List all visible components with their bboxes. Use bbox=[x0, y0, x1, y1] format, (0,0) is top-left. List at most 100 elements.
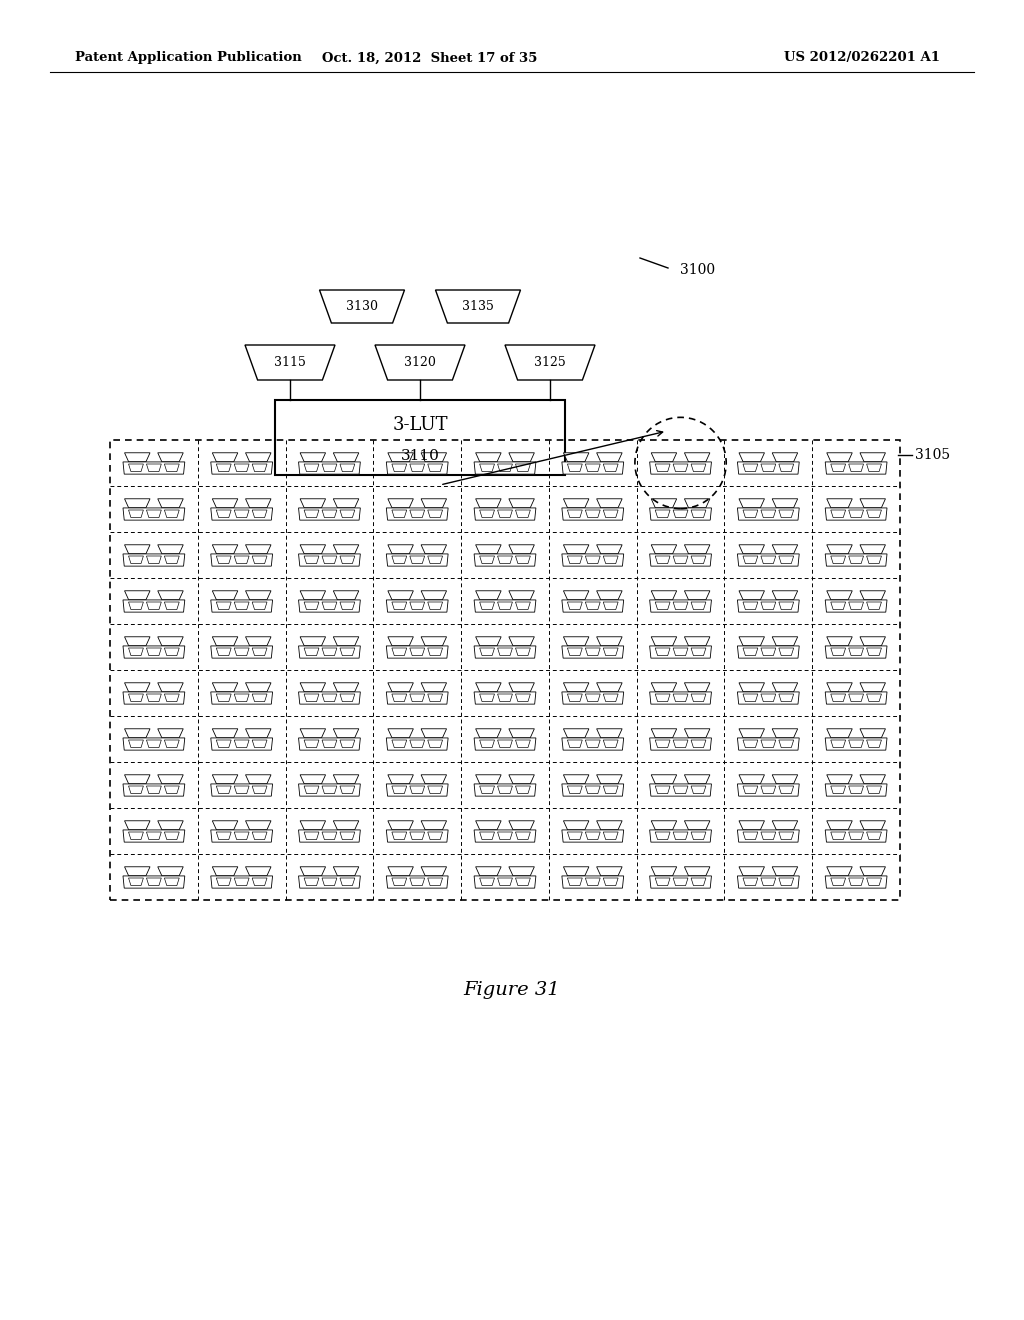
Polygon shape bbox=[603, 510, 618, 517]
Polygon shape bbox=[684, 545, 710, 554]
Polygon shape bbox=[567, 785, 583, 793]
Polygon shape bbox=[304, 785, 318, 793]
Polygon shape bbox=[299, 645, 360, 659]
Polygon shape bbox=[129, 878, 143, 886]
Polygon shape bbox=[826, 682, 852, 692]
Polygon shape bbox=[684, 821, 710, 830]
Polygon shape bbox=[691, 510, 706, 517]
Polygon shape bbox=[246, 729, 271, 738]
Polygon shape bbox=[515, 741, 530, 747]
Polygon shape bbox=[388, 636, 414, 645]
Polygon shape bbox=[498, 556, 512, 564]
Polygon shape bbox=[234, 556, 249, 564]
Polygon shape bbox=[386, 876, 449, 888]
Polygon shape bbox=[388, 499, 414, 508]
Polygon shape bbox=[743, 832, 758, 840]
Polygon shape bbox=[597, 682, 623, 692]
Polygon shape bbox=[649, 784, 712, 796]
Polygon shape bbox=[562, 554, 624, 566]
Polygon shape bbox=[125, 775, 151, 784]
Polygon shape bbox=[474, 508, 536, 520]
Polygon shape bbox=[655, 785, 670, 793]
Polygon shape bbox=[563, 545, 589, 554]
Polygon shape bbox=[428, 832, 442, 840]
Polygon shape bbox=[830, 694, 846, 701]
Polygon shape bbox=[146, 510, 162, 517]
Polygon shape bbox=[563, 729, 589, 738]
Polygon shape bbox=[673, 694, 688, 701]
Polygon shape bbox=[304, 510, 318, 517]
Polygon shape bbox=[849, 741, 863, 747]
Polygon shape bbox=[649, 876, 712, 888]
Polygon shape bbox=[252, 556, 267, 564]
Polygon shape bbox=[772, 729, 798, 738]
Polygon shape bbox=[691, 648, 706, 656]
Text: 3115: 3115 bbox=[274, 356, 306, 370]
Polygon shape bbox=[246, 453, 271, 462]
Polygon shape bbox=[515, 602, 530, 610]
Polygon shape bbox=[684, 729, 710, 738]
Polygon shape bbox=[691, 878, 706, 886]
Polygon shape bbox=[322, 648, 337, 656]
Polygon shape bbox=[333, 867, 358, 875]
Polygon shape bbox=[252, 510, 267, 517]
Polygon shape bbox=[567, 510, 583, 517]
Polygon shape bbox=[410, 510, 425, 517]
Polygon shape bbox=[603, 878, 618, 886]
Polygon shape bbox=[684, 453, 710, 462]
Polygon shape bbox=[212, 867, 238, 875]
Polygon shape bbox=[304, 602, 318, 610]
Polygon shape bbox=[563, 453, 589, 462]
Polygon shape bbox=[322, 694, 337, 701]
Polygon shape bbox=[515, 694, 530, 701]
Polygon shape bbox=[158, 867, 183, 875]
Polygon shape bbox=[474, 784, 536, 796]
Polygon shape bbox=[825, 508, 887, 520]
Polygon shape bbox=[860, 821, 886, 830]
Polygon shape bbox=[761, 556, 776, 564]
Polygon shape bbox=[651, 499, 677, 508]
Polygon shape bbox=[779, 556, 794, 564]
Polygon shape bbox=[392, 694, 407, 701]
Polygon shape bbox=[779, 832, 794, 840]
Polygon shape bbox=[673, 785, 688, 793]
Polygon shape bbox=[509, 821, 535, 830]
Polygon shape bbox=[515, 648, 530, 656]
Polygon shape bbox=[691, 832, 706, 840]
Polygon shape bbox=[475, 545, 501, 554]
Text: 3100: 3100 bbox=[680, 263, 715, 277]
Polygon shape bbox=[158, 636, 183, 645]
Polygon shape bbox=[826, 821, 852, 830]
Polygon shape bbox=[649, 692, 712, 704]
Polygon shape bbox=[421, 499, 446, 508]
Polygon shape bbox=[252, 878, 267, 886]
Polygon shape bbox=[562, 876, 624, 888]
Polygon shape bbox=[234, 465, 249, 471]
Polygon shape bbox=[691, 741, 706, 747]
Polygon shape bbox=[830, 465, 846, 471]
Polygon shape bbox=[146, 694, 162, 701]
Polygon shape bbox=[737, 645, 799, 659]
Polygon shape bbox=[322, 741, 337, 747]
Polygon shape bbox=[830, 510, 846, 517]
Polygon shape bbox=[737, 784, 799, 796]
Polygon shape bbox=[515, 785, 530, 793]
Polygon shape bbox=[866, 832, 882, 840]
Polygon shape bbox=[651, 545, 677, 554]
Polygon shape bbox=[866, 465, 882, 471]
Polygon shape bbox=[125, 682, 151, 692]
Polygon shape bbox=[673, 556, 688, 564]
Polygon shape bbox=[421, 591, 446, 599]
Polygon shape bbox=[216, 832, 231, 840]
Polygon shape bbox=[299, 876, 360, 888]
Polygon shape bbox=[388, 545, 414, 554]
Polygon shape bbox=[340, 602, 354, 610]
Polygon shape bbox=[421, 682, 446, 692]
Polygon shape bbox=[651, 682, 677, 692]
Polygon shape bbox=[474, 462, 536, 474]
Polygon shape bbox=[655, 556, 670, 564]
Polygon shape bbox=[567, 465, 583, 471]
Polygon shape bbox=[562, 645, 624, 659]
Polygon shape bbox=[651, 636, 677, 645]
Polygon shape bbox=[158, 775, 183, 784]
